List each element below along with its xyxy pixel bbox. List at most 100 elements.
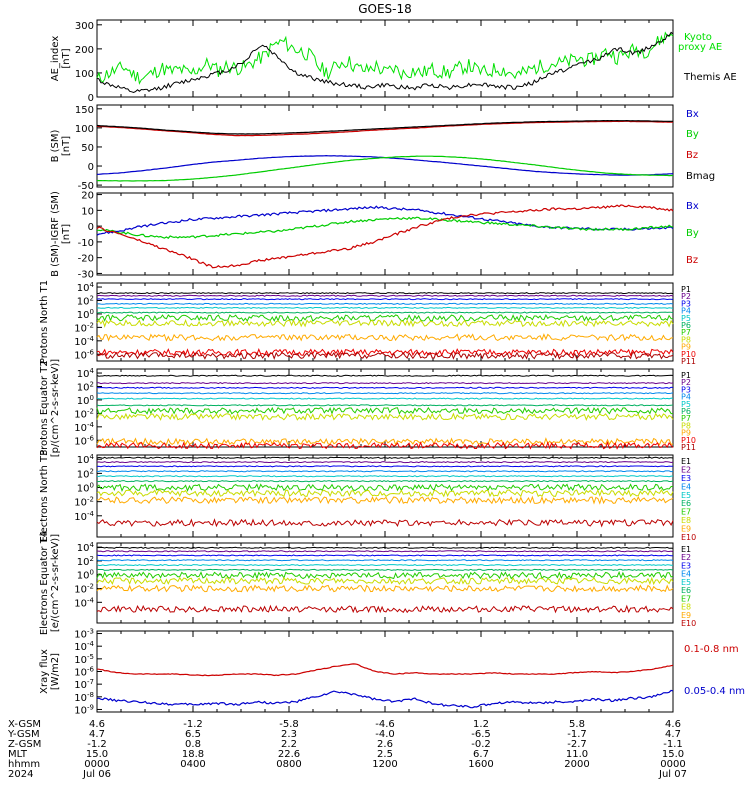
y-axis-label: [nT] xyxy=(61,48,72,68)
channel-line-p5 xyxy=(96,397,674,400)
channel-label-e3: E3 xyxy=(681,561,691,570)
y-tick-label: 10-6 xyxy=(74,434,94,447)
channel-label-e3: E3 xyxy=(681,474,691,483)
channel-line-e6 xyxy=(96,568,674,571)
channel-label-p10: P10 xyxy=(681,436,696,445)
footer-cell: -1.2 xyxy=(87,739,107,750)
channel-line-p4 xyxy=(96,302,674,305)
y-axis-label: AE_index xyxy=(50,36,61,82)
panel-frame xyxy=(96,192,674,276)
footer-row-label: Y-GSM xyxy=(7,729,40,740)
legend-themis-ae: Themis AE xyxy=(683,72,737,83)
channel-label-p6: P6 xyxy=(681,407,691,416)
y-tick-label: 100 xyxy=(77,308,94,321)
plot-title: GOES-18 xyxy=(358,2,412,16)
channel-label-e8: E8 xyxy=(681,516,691,525)
footer-cell: -6.5 xyxy=(471,729,491,740)
y-axis-label: B (SM) xyxy=(50,129,61,162)
series-line-themis-ae xyxy=(96,31,674,94)
channel-line-p10 xyxy=(96,441,674,450)
legend-xray-short: 0.05-0.4 nm xyxy=(684,686,745,697)
y-tick-label: -10 xyxy=(78,238,94,249)
channel-line-e9 xyxy=(96,495,674,505)
y-tick-label: 104 xyxy=(77,281,95,294)
legend-bx: Bx xyxy=(686,109,699,120)
channel-label-p10: P10 xyxy=(681,350,696,359)
legend-by: By xyxy=(686,129,699,140)
y-axis-label: [p/(cm^2-s-sr-keV)] xyxy=(50,359,61,458)
channel-line-p2 xyxy=(96,294,674,297)
channel-line-p11 xyxy=(96,351,674,360)
y-tick-label: 100 xyxy=(77,569,94,582)
y-axis-label: [nT] xyxy=(61,136,72,156)
channel-label-e5: E5 xyxy=(681,578,691,587)
channel-line-e6 xyxy=(96,480,674,483)
footer-cell: 4.6 xyxy=(665,719,681,730)
footer-cell: 2.2 xyxy=(281,739,297,750)
channel-line-p2 xyxy=(97,382,674,385)
y-tick-label: 20 xyxy=(81,191,94,202)
y-tick-label: -50 xyxy=(78,181,94,192)
channel-line-p3 xyxy=(96,386,674,389)
channel-label-p9: P9 xyxy=(681,429,691,438)
y-tick-label: 100 xyxy=(77,394,94,407)
y-tick-label: 102 xyxy=(77,294,94,307)
y-tick-label: 102 xyxy=(77,380,94,393)
channel-label-p6: P6 xyxy=(681,321,691,330)
y-tick-label: 300 xyxy=(75,21,94,32)
y-tick-label: 10-2 xyxy=(74,407,94,420)
xray-line-0 xyxy=(97,663,674,677)
channel-line-e2 xyxy=(96,550,674,553)
footer-cell: Jul 07 xyxy=(658,769,687,780)
channel-label-p8: P8 xyxy=(681,421,691,430)
channel-label-p2: P2 xyxy=(681,292,691,301)
y-tick-label: 10-7 xyxy=(74,678,94,691)
footer-row-label: Z-GSM xyxy=(8,739,41,750)
ephemeris-footer: X-GSMY-GSMZ-GSMMLThhmm20244.64.7-1.215.0… xyxy=(7,719,687,780)
channel-label-e7: E7 xyxy=(681,508,691,517)
footer-cell: 1.2 xyxy=(473,719,489,730)
channel-label-e10: E10 xyxy=(681,533,696,542)
y-tick-label: 102 xyxy=(77,467,94,480)
channel-label-p5: P5 xyxy=(681,314,691,323)
channel-line-e7 xyxy=(96,483,674,492)
y-axis-label: [nT] xyxy=(61,224,72,244)
footer-cell: 0.8 xyxy=(185,739,201,750)
y-axis-label: B (SM)-IGRF (SM) xyxy=(50,191,61,277)
xray-line-1 xyxy=(96,689,674,709)
footer-cell: -1.7 xyxy=(567,729,587,740)
channel-line-e9 xyxy=(96,584,674,593)
y-axis-label: Electrons Equator T4 xyxy=(39,531,50,635)
y-tick-label: 0 xyxy=(88,93,94,104)
channel-line-p8 xyxy=(96,412,674,422)
y-tick-label: 10 xyxy=(81,206,94,217)
y-tick-label: 10-6 xyxy=(74,348,94,361)
footer-row-label: MLT xyxy=(8,749,28,760)
channel-line-p9 xyxy=(96,333,674,342)
channel-line-e3 xyxy=(96,465,674,468)
series-line-bx xyxy=(96,205,674,236)
channel-line-e3 xyxy=(96,554,674,557)
channel-label-e5: E5 xyxy=(681,491,691,500)
channel-line-e5 xyxy=(96,475,673,478)
channel-line-p6 xyxy=(96,404,674,407)
footer-cell: 18.8 xyxy=(182,749,204,760)
legend-bmag: Bmag xyxy=(686,171,715,182)
y-tick-label: 10-4 xyxy=(74,510,94,523)
footer-cell: 2.6 xyxy=(377,739,393,750)
footer-cell: 11.0 xyxy=(566,749,588,760)
channel-line-p7 xyxy=(96,313,674,323)
channel-label-p1: P1 xyxy=(681,285,691,294)
y-tick-label: 100 xyxy=(75,69,94,80)
y-tick-label: 104 xyxy=(77,541,95,554)
series-line-by xyxy=(97,216,674,239)
footer-cell: 0400 xyxy=(180,759,205,770)
channel-line-p6 xyxy=(96,311,674,314)
legend-by: By xyxy=(686,228,699,239)
y-tick-label: 200 xyxy=(75,45,94,56)
channel-label-e9: E9 xyxy=(681,525,691,534)
channel-label-p11: P11 xyxy=(681,443,696,452)
footer-cell: 2.3 xyxy=(281,729,297,740)
